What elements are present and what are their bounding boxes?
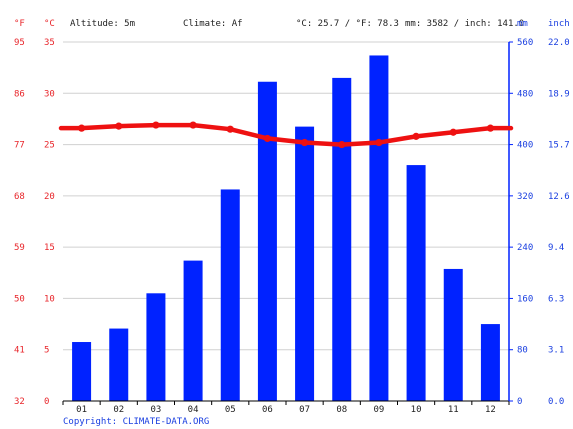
altitude-label: Altitude: 5m bbox=[70, 19, 135, 29]
temp-point-03 bbox=[152, 121, 160, 129]
mm-tick-label: 240 bbox=[517, 243, 533, 253]
inch-tick-label: 0.0 bbox=[548, 397, 564, 407]
f-tick-label: 50 bbox=[14, 294, 25, 304]
mm-tick-label: 400 bbox=[517, 141, 533, 151]
precip-bar-10 bbox=[406, 165, 426, 401]
inch-unit-label: inch bbox=[548, 19, 570, 29]
celsius-unit-label: °C bbox=[44, 19, 55, 29]
temperature-average-label: °C: 25.7 / °F: 78.3 bbox=[296, 19, 399, 29]
inch-tick-label: 3.1 bbox=[548, 346, 564, 356]
temp-point-04 bbox=[189, 121, 197, 129]
grid-lines bbox=[63, 41, 509, 351]
precip-bar-01 bbox=[72, 342, 92, 401]
copyright-label: Copyright: CLIMATE-DATA.ORG bbox=[63, 417, 209, 427]
mm-tick-label: 160 bbox=[517, 294, 533, 304]
f-tick-label: 32 bbox=[14, 397, 25, 407]
c-tick-label: 10 bbox=[44, 294, 55, 304]
c-tick-label: 20 bbox=[44, 192, 55, 202]
temp-point-10 bbox=[412, 132, 420, 140]
month-label-09: 09 bbox=[373, 405, 384, 415]
mm-tick-label: 320 bbox=[517, 192, 533, 202]
temperature-line-path bbox=[58, 122, 514, 147]
mm-tick-label: 0 bbox=[517, 397, 522, 407]
precipitation-bars bbox=[72, 55, 500, 402]
month-label-12: 12 bbox=[485, 405, 496, 415]
inch-tick-label: 12.6 bbox=[548, 192, 570, 202]
inch-tick-label: 18.9 bbox=[548, 89, 570, 99]
month-label-08: 08 bbox=[336, 405, 347, 415]
month-label-06: 06 bbox=[262, 405, 273, 415]
axis-tick-labels: 32 0 0 0.041 5 80 3.150 10 160 6.359 15 240 9.468 20 3… bbox=[14, 38, 570, 415]
mm-tick-label: 560 bbox=[517, 38, 533, 48]
climate-label: Climate: Af bbox=[183, 19, 243, 29]
temp-point-01 bbox=[77, 124, 86, 132]
month-label-11: 11 bbox=[448, 405, 459, 415]
precip-bar-04 bbox=[183, 260, 203, 401]
temp-point-07 bbox=[300, 138, 309, 147]
mm-unit-label: mm bbox=[517, 19, 528, 29]
mm-tick-label: 80 bbox=[517, 346, 528, 356]
temp-point-09 bbox=[375, 138, 383, 147]
month-label-03: 03 bbox=[150, 405, 161, 415]
month-label-10: 10 bbox=[411, 405, 422, 415]
temp-point-11 bbox=[449, 128, 457, 136]
precip-bar-09 bbox=[369, 55, 389, 402]
c-tick-label: 25 bbox=[44, 141, 55, 151]
temp-point-06 bbox=[263, 134, 272, 143]
f-tick-label: 59 bbox=[14, 243, 25, 253]
temperature-line bbox=[58, 121, 514, 149]
mm-tick-label: 480 bbox=[517, 89, 533, 99]
precip-bar-02 bbox=[109, 328, 129, 401]
f-tick-label: 41 bbox=[14, 346, 25, 356]
f-tick-label: 95 bbox=[14, 38, 25, 48]
precip-bar-03 bbox=[146, 293, 166, 401]
f-tick-label: 86 bbox=[14, 89, 25, 99]
axes bbox=[62, 41, 513, 405]
temp-point-02 bbox=[115, 122, 123, 130]
fahrenheit-unit-label: °F bbox=[14, 19, 25, 29]
month-label-04: 04 bbox=[188, 405, 199, 415]
c-tick-label: 5 bbox=[44, 346, 49, 356]
precip-bar-12 bbox=[480, 324, 500, 401]
inch-tick-label: 15.7 bbox=[548, 141, 570, 151]
precip-bar-05 bbox=[220, 189, 240, 401]
c-tick-label: 0 bbox=[44, 397, 49, 407]
temp-point-12 bbox=[486, 124, 495, 132]
f-tick-label: 77 bbox=[14, 141, 25, 151]
precip-bar-06 bbox=[257, 81, 277, 401]
temp-point-05 bbox=[226, 125, 234, 133]
month-label-01: 01 bbox=[76, 405, 87, 415]
precipitation-total-label: mm: 3582 / inch: 141.0 bbox=[405, 19, 524, 29]
precip-bar-11 bbox=[443, 268, 463, 401]
month-label-02: 02 bbox=[113, 405, 124, 415]
f-tick-label: 68 bbox=[14, 192, 25, 202]
precip-bar-07 bbox=[295, 126, 315, 401]
precip-bar-08 bbox=[332, 77, 352, 402]
inch-tick-label: 6.3 bbox=[548, 294, 564, 304]
inch-tick-label: 9.4 bbox=[548, 243, 564, 253]
month-label-07: 07 bbox=[299, 405, 310, 415]
c-tick-label: 30 bbox=[44, 89, 55, 99]
temp-point-08 bbox=[338, 140, 346, 149]
month-label-05: 05 bbox=[225, 405, 236, 415]
c-tick-label: 35 bbox=[44, 38, 55, 48]
inch-tick-label: 22.0 bbox=[548, 38, 570, 48]
c-tick-label: 15 bbox=[44, 243, 55, 253]
